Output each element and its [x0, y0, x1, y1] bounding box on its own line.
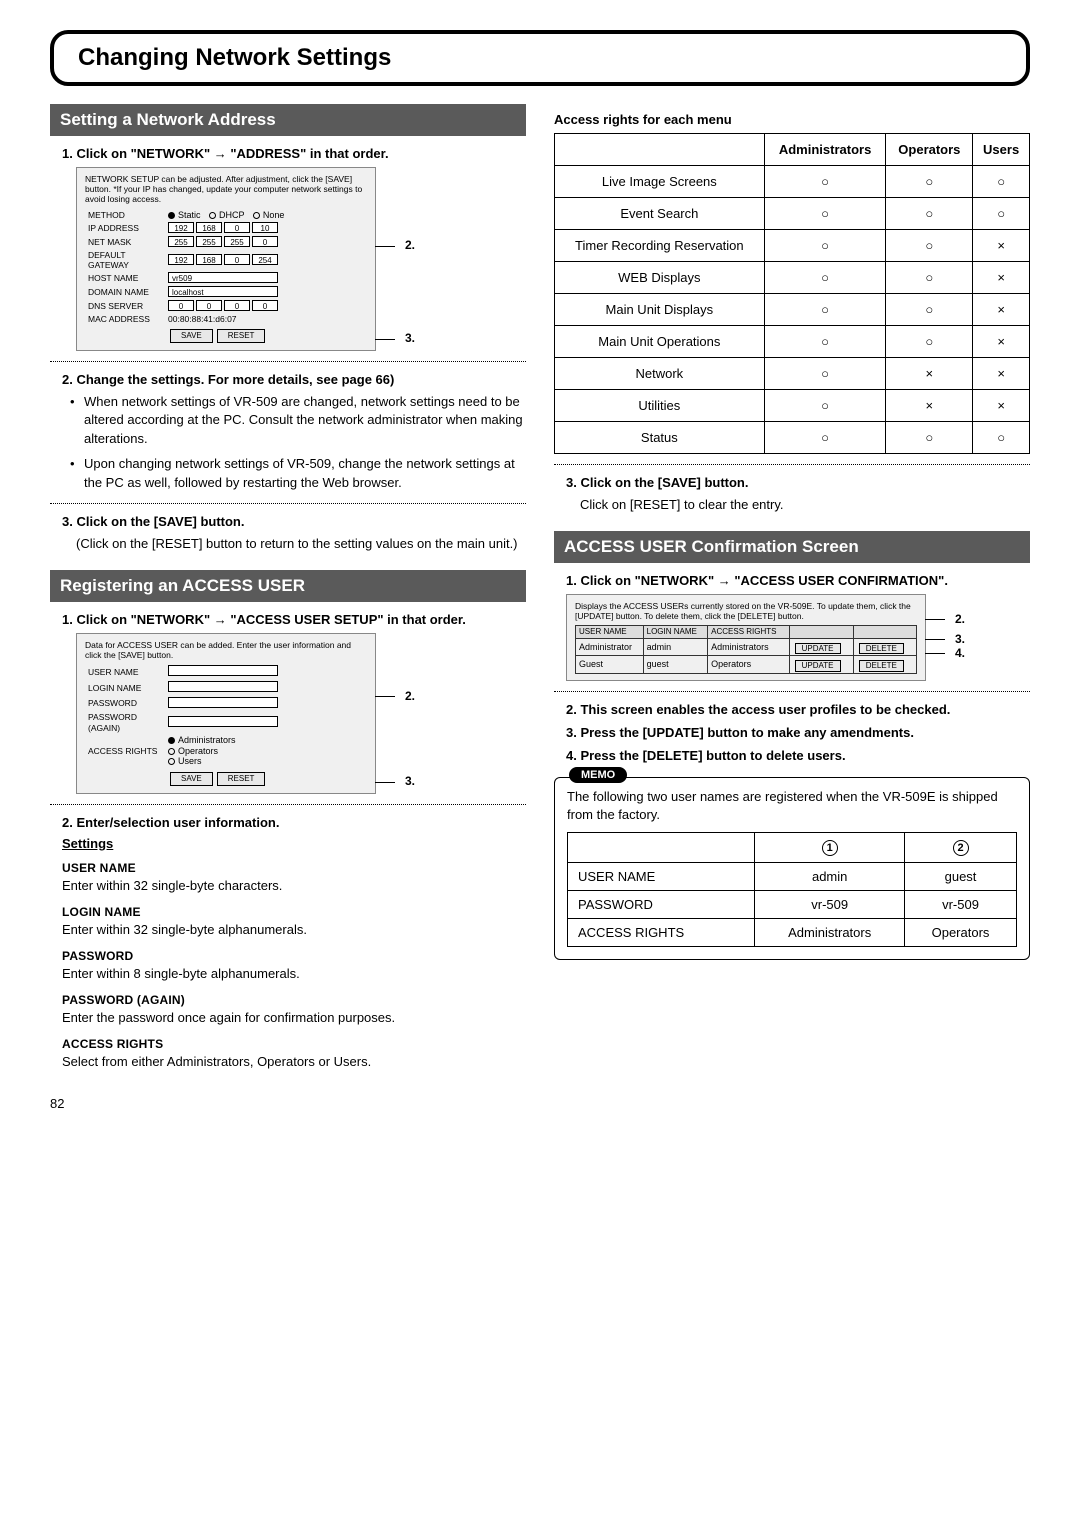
desc-loginname: Enter within 32 single-byte alphanumeral…: [62, 921, 526, 939]
settings-heading: Settings: [62, 836, 526, 851]
row-pw2: PASSWORD (AGAIN): [85, 711, 165, 733]
section-register-user: Registering an ACCESS USER: [50, 570, 526, 602]
shot2-note: Data for ACCESS USER can be added. Enter…: [85, 640, 367, 660]
bullet-1: When network settings of VR-509 are chan…: [84, 393, 526, 450]
page-title: Changing Network Settings: [50, 30, 1030, 86]
left-column: Setting a Network Address 1. Click on "N…: [50, 104, 526, 1076]
s2-step2: 2. Enter/selection user information.: [62, 815, 526, 830]
lbl-password: PASSWORD: [62, 949, 526, 963]
shot-network-setup: NETWORK SETUP can be adjusted. After adj…: [76, 167, 376, 351]
desc-username: Enter within 32 single-byte characters.: [62, 877, 526, 895]
s1-step3: 3. Click on the [SAVE] button.: [62, 514, 526, 529]
callout-3b: 3.: [405, 774, 415, 788]
row-lname: LOGIN NAME: [85, 680, 165, 696]
r-step3-desc: Click on [RESET] to clear the entry.: [580, 496, 1030, 515]
callout-2: 2.: [405, 238, 415, 252]
s3-step4: 4. Press the [DELETE] button to delete u…: [566, 748, 1030, 763]
update-button-2[interactable]: UPDATE: [795, 660, 841, 672]
memo-tag: MEMO: [569, 767, 627, 783]
lbl-loginname: LOGIN NAME: [62, 905, 526, 919]
reset-button-2[interactable]: RESET: [217, 772, 266, 786]
row-method: METHOD: [85, 209, 165, 222]
delete-button[interactable]: DELETE: [859, 643, 904, 655]
shot-confirm: Displays the ACCESS USERs currently stor…: [566, 594, 926, 681]
memo-table: 12 USER NAMEadminguest PASSWORDvr-509vr-…: [567, 832, 1017, 947]
row-uname: USER NAME: [85, 664, 165, 680]
right-column: Access rights for each menu Administrato…: [554, 104, 1030, 1076]
section-setting-address: Setting a Network Address: [50, 104, 526, 136]
s2-step1: 1. Click on "NETWORK" → "ACCESS USER SET…: [62, 612, 526, 627]
callout-3: 3.: [405, 331, 415, 345]
save-button-2[interactable]: SAVE: [170, 772, 213, 786]
s1-step3-desc: (Click on the [RESET] button to return t…: [76, 535, 526, 554]
save-button[interactable]: SAVE: [170, 329, 213, 343]
desc-access-rights: Select from either Administrators, Opera…: [62, 1053, 526, 1071]
page-number: 82: [50, 1096, 1030, 1111]
s3-step3: 3. Press the [UPDATE] button to make any…: [566, 725, 1030, 740]
row-ip: IP ADDRESS: [85, 221, 165, 235]
row-domain: DOMAIN NAME: [85, 285, 165, 299]
row-gw: DEFAULT GATEWAY: [85, 249, 165, 271]
callout-2c: 2.: [955, 612, 965, 626]
lbl-password-again: PASSWORD (AGAIN): [62, 993, 526, 1007]
lbl-access-rights: ACCESS RIGHTS: [62, 1037, 526, 1051]
shot3-note: Displays the ACCESS USERs currently stor…: [575, 601, 917, 621]
rights-heading: Access rights for each menu: [554, 112, 1030, 127]
row-mask: NET MASK: [85, 235, 165, 249]
desc-password-again: Enter the password once again for confir…: [62, 1009, 526, 1027]
r-step3: 3. Click on the [SAVE] button.: [566, 475, 1030, 490]
s1-step2: 2. Change the settings. For more details…: [62, 372, 526, 387]
memo-text: The following two user names are registe…: [567, 788, 1017, 824]
reset-button[interactable]: RESET: [217, 329, 266, 343]
row-pw: PASSWORD: [85, 696, 165, 712]
callout-4c: 4.: [955, 646, 965, 660]
row-mac: MAC ADDRESS: [85, 313, 165, 325]
section-confirm: ACCESS USER Confirmation Screen: [554, 531, 1030, 563]
shot-access-user-setup: Data for ACCESS USER can be added. Enter…: [76, 633, 376, 794]
access-rights-table: Administrators Operators Users Live Imag…: [554, 133, 1030, 454]
callout-3c: 3.: [955, 632, 965, 646]
delete-button-2[interactable]: DELETE: [859, 660, 904, 672]
s3-step2: 2. This screen enables the access user p…: [566, 702, 1030, 717]
s1-step1: 1. Click on "NETWORK" → "ADDRESS" in tha…: [62, 146, 526, 161]
update-button[interactable]: UPDATE: [795, 643, 841, 655]
lbl-username: USER NAME: [62, 861, 526, 875]
row-rights: ACCESS RIGHTS: [85, 734, 165, 768]
s3-step1: 1. Click on "NETWORK" → "ACCESS USER CON…: [566, 573, 1030, 588]
bullet-2: Upon changing network settings of VR-509…: [84, 455, 526, 493]
callout-2b: 2.: [405, 689, 415, 703]
shot-note: NETWORK SETUP can be adjusted. After adj…: [85, 174, 367, 205]
memo-box: MEMO The following two user names are re…: [554, 777, 1030, 960]
desc-password: Enter within 8 single-byte alphanumerals…: [62, 965, 526, 983]
row-host: HOST NAME: [85, 271, 165, 285]
row-dns: DNS SERVER: [85, 299, 165, 313]
